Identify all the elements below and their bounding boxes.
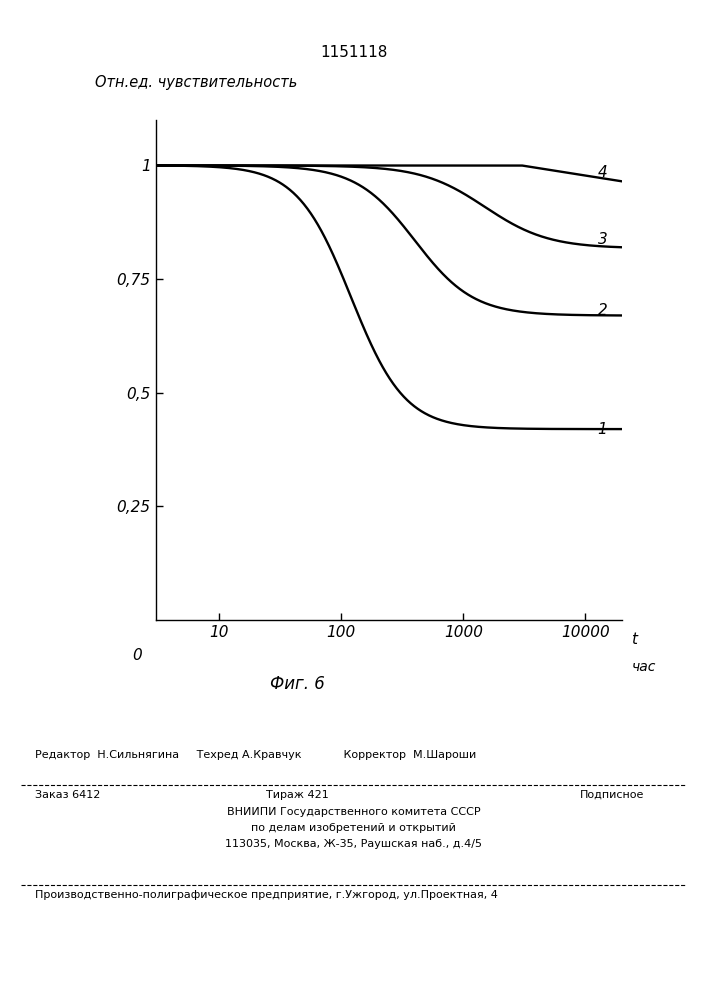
Text: Заказ 6412: Заказ 6412 <box>35 790 100 800</box>
Text: ВНИИПИ Государственного комитета СССР: ВНИИПИ Государственного комитета СССР <box>227 807 480 817</box>
Text: Тираж 421: Тираж 421 <box>266 790 328 800</box>
Text: 113035, Москва, Ж-35, Раушская наб., д.4/5: 113035, Москва, Ж-35, Раушская наб., д.4… <box>225 839 482 849</box>
Text: t: t <box>631 633 638 648</box>
Text: 4: 4 <box>597 165 607 180</box>
Text: 1151118: 1151118 <box>320 45 387 60</box>
Text: Отн.ед. чувствительность: Отн.ед. чувствительность <box>95 75 297 90</box>
Text: 3: 3 <box>597 232 607 247</box>
Text: Подписное: Подписное <box>580 790 644 800</box>
Text: 2: 2 <box>597 303 607 318</box>
Text: по делам изобретений и открытий: по делам изобретений и открытий <box>251 823 456 833</box>
Text: 0: 0 <box>132 648 141 662</box>
Text: 1: 1 <box>597 422 607 437</box>
Text: час: час <box>631 660 656 674</box>
Text: Производственно-полиграфическое предприятие, г.Ужгород, ул.Проектная, 4: Производственно-полиграфическое предприя… <box>35 890 498 900</box>
Text: Редактор  Н.Сильнягина     Техред А.Кравчук            Корректор  М.Шароши: Редактор Н.Сильнягина Техред А.Кравчук К… <box>35 750 477 760</box>
Text: Фиг. 6: Фиг. 6 <box>269 675 325 693</box>
